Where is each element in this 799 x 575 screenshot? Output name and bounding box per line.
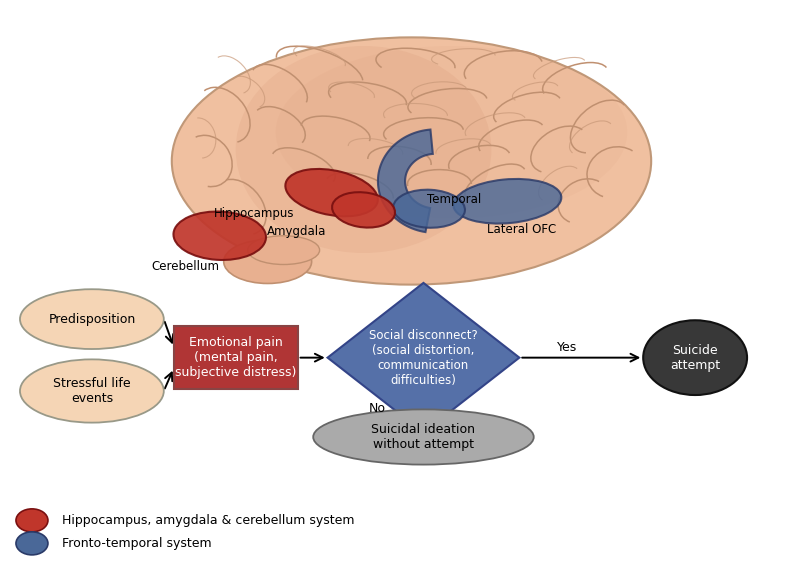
Ellipse shape — [285, 169, 378, 216]
Ellipse shape — [248, 236, 320, 264]
Circle shape — [643, 320, 747, 395]
Ellipse shape — [173, 212, 266, 260]
Text: Amygdala: Amygdala — [267, 225, 326, 239]
Ellipse shape — [172, 37, 651, 285]
Text: Fronto-temporal system: Fronto-temporal system — [62, 537, 212, 550]
Circle shape — [16, 509, 48, 532]
Ellipse shape — [453, 179, 562, 224]
Text: Emotional pain
(mental pain,
subjective distress): Emotional pain (mental pain, subjective … — [175, 336, 296, 379]
Text: Social disconnect?
(social distortion,
communication
difficulties): Social disconnect? (social distortion, c… — [369, 329, 478, 386]
Text: Cerebellum: Cerebellum — [151, 260, 220, 273]
Circle shape — [16, 532, 48, 555]
Ellipse shape — [393, 190, 465, 228]
Ellipse shape — [20, 289, 164, 349]
Text: Hippocampus: Hippocampus — [213, 207, 294, 220]
Ellipse shape — [224, 240, 312, 283]
Text: No: No — [368, 402, 386, 415]
FancyBboxPatch shape — [173, 326, 297, 389]
Text: Suicide
attempt: Suicide attempt — [670, 344, 720, 371]
Text: Stressful life
events: Stressful life events — [53, 377, 131, 405]
Text: Suicidal ideation
without attempt: Suicidal ideation without attempt — [372, 423, 475, 451]
Text: Hippocampus, amygdala & cerebellum system: Hippocampus, amygdala & cerebellum syste… — [62, 514, 355, 527]
Polygon shape — [328, 283, 519, 432]
Text: Yes: Yes — [557, 342, 578, 354]
Text: Temporal: Temporal — [427, 193, 482, 206]
Text: Lateral OFC: Lateral OFC — [487, 223, 557, 236]
Ellipse shape — [276, 46, 627, 218]
Ellipse shape — [313, 409, 534, 465]
Text: Predisposition: Predisposition — [48, 313, 136, 325]
Ellipse shape — [236, 46, 491, 253]
Ellipse shape — [20, 359, 164, 423]
Polygon shape — [378, 129, 433, 232]
Ellipse shape — [332, 192, 395, 228]
